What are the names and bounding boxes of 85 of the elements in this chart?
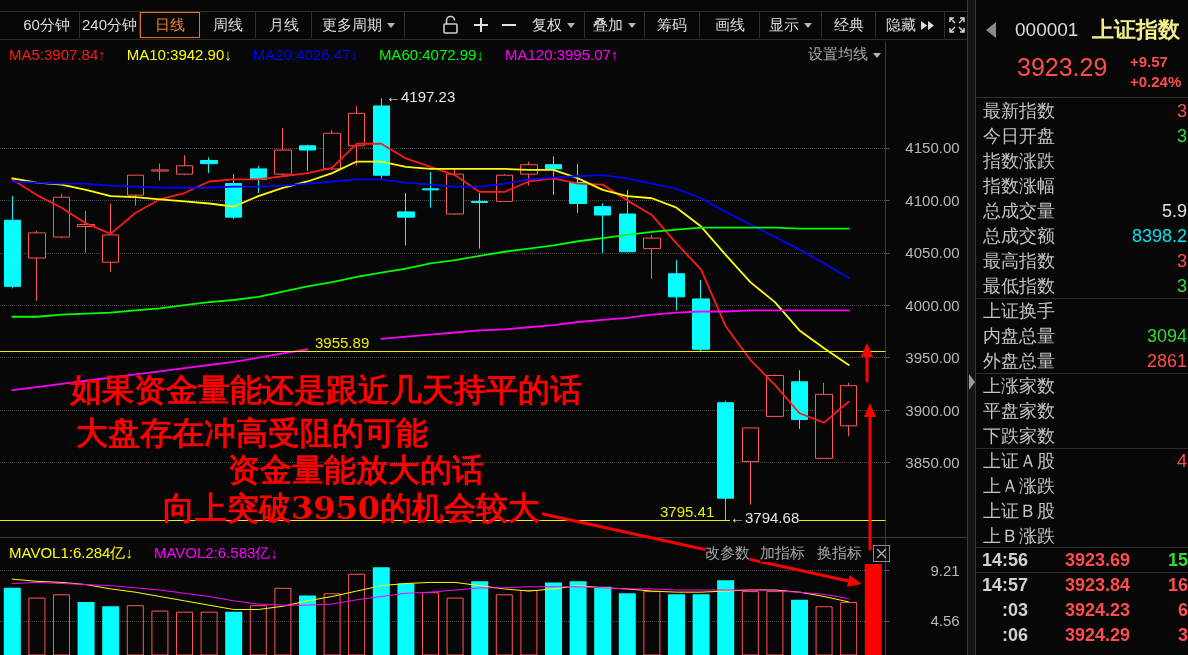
category-label: 上Ａ涨跌 xyxy=(983,475,1055,498)
data-label: 15 xyxy=(1167,549,1188,572)
annotation: 设置均线 xyxy=(808,45,868,62)
category-label: :06 xyxy=(1001,624,1028,647)
category-label: 总成交量 xyxy=(983,200,1055,223)
category-label: 外盘总量 xyxy=(983,350,1055,373)
y-tick-label: 4100.00 xyxy=(905,191,960,209)
annotation: 加指标 xyxy=(760,544,805,561)
text: MA5:3907.84↑ xyxy=(9,46,106,63)
data-label: 3 xyxy=(1176,100,1187,123)
data-label: 3 xyxy=(1176,250,1187,273)
category-label: 平盘家数 xyxy=(983,400,1055,423)
category-label: 14:57 xyxy=(981,574,1028,597)
annotation: ←3794.68 xyxy=(730,509,800,526)
text: 叠加 xyxy=(593,15,623,35)
text: MA60:4072.99↓ xyxy=(378,46,484,63)
annotation: 大盘存在冲高受阻的可能 xyxy=(76,414,428,452)
text: 经典 xyxy=(833,15,864,35)
series-label: MAVOL1:6.284亿↓ xyxy=(9,544,133,561)
data-label: 3924.29 xyxy=(1065,624,1131,647)
text: MA10:3942.90↓ xyxy=(126,46,232,63)
text: 月线 xyxy=(268,15,299,35)
y-tick-label: 3850.00 xyxy=(905,454,960,472)
data-label: 8398.2 xyxy=(1131,225,1187,248)
data-label: 3094 xyxy=(1146,325,1187,348)
y-tick-label: 4.56 xyxy=(930,612,960,630)
data-label: 3923.69 xyxy=(1065,549,1131,572)
annotation: 换指标 xyxy=(817,544,862,561)
text: +0.24% xyxy=(1130,72,1182,91)
category-label: 最低指数 xyxy=(983,275,1055,298)
series-label: MAVOL2:6.583亿↓ xyxy=(153,544,278,561)
category-label: 内盘总量 xyxy=(983,325,1055,348)
text: 000001 xyxy=(1015,19,1079,41)
data-label: 6 xyxy=(1177,599,1188,622)
category-label: 上证Ｂ股 xyxy=(983,500,1055,523)
data-label: 16 xyxy=(1167,574,1188,597)
annotation: 向上突破3950的机会较大 xyxy=(163,489,541,527)
category-label: 上涨家数 xyxy=(983,375,1055,398)
category-label: 上Ｂ涨跌 xyxy=(983,525,1055,548)
y-tick-label: 4000.00 xyxy=(905,296,960,314)
text: 隐藏 xyxy=(886,15,916,35)
data-label: 3923.84 xyxy=(1065,574,1131,597)
category-label: 最高指数 xyxy=(983,250,1055,273)
category-label: 指数涨跌 xyxy=(983,150,1055,173)
text: MA20:4026.47↓ xyxy=(252,46,358,63)
text: 上证指数 xyxy=(1092,17,1180,43)
text: 周线 xyxy=(212,15,243,35)
y-tick-label: 4150.00 xyxy=(905,139,960,157)
text: 240分钟 xyxy=(81,15,138,35)
category-label: 上证换手 xyxy=(983,300,1055,323)
text: 显示 xyxy=(769,15,799,35)
y-tick-label: 9.21 xyxy=(930,561,960,579)
category-label: 今日开盘 xyxy=(983,125,1055,148)
y-tick-label: 4050.00 xyxy=(905,244,960,262)
ref-line-label: 3955.89 xyxy=(315,334,370,352)
y-tick-label: 3900.00 xyxy=(905,401,960,419)
category-label: 总成交额 xyxy=(983,225,1055,248)
category-label: 14:56 xyxy=(981,549,1028,572)
data-label: 3 xyxy=(1176,275,1187,298)
text: 画线 xyxy=(714,15,745,35)
tab-button: 日线 xyxy=(140,12,200,38)
annotation: 资金量能放大的话 xyxy=(228,451,484,489)
text: MA120:3995.07↑ xyxy=(504,46,619,63)
data-label: 3 xyxy=(1176,125,1187,148)
data-label: 5.9 xyxy=(1161,200,1187,223)
data-label: 3 xyxy=(1177,624,1188,647)
ref-line-label: 3795.41 xyxy=(660,502,715,520)
data-label: 4 xyxy=(1176,450,1187,473)
category-label: 指数涨幅 xyxy=(983,175,1055,198)
annotation: 如果资金量能还是跟近几天持平的话 xyxy=(70,371,582,409)
text: 筹码 xyxy=(657,15,687,35)
category-label: 最新指数 xyxy=(983,100,1055,123)
category-label: :03 xyxy=(1001,599,1028,622)
y-tick-label: 3950.00 xyxy=(905,349,960,367)
annotation: 改参数 xyxy=(705,544,750,561)
annotation: ←4197.23 xyxy=(386,88,456,105)
data-label: 3924.23 xyxy=(1065,599,1131,622)
data-label: 2861 xyxy=(1146,350,1187,373)
text: 更多周期 xyxy=(321,15,382,35)
category-label: 上证Ａ股 xyxy=(983,450,1055,473)
text: 60分钟 xyxy=(23,15,70,35)
text: 复权 xyxy=(531,15,562,35)
category-label: 下跌家数 xyxy=(983,425,1055,448)
text: 3923.29 xyxy=(1017,53,1108,82)
text: +9.57 xyxy=(1130,52,1168,71)
